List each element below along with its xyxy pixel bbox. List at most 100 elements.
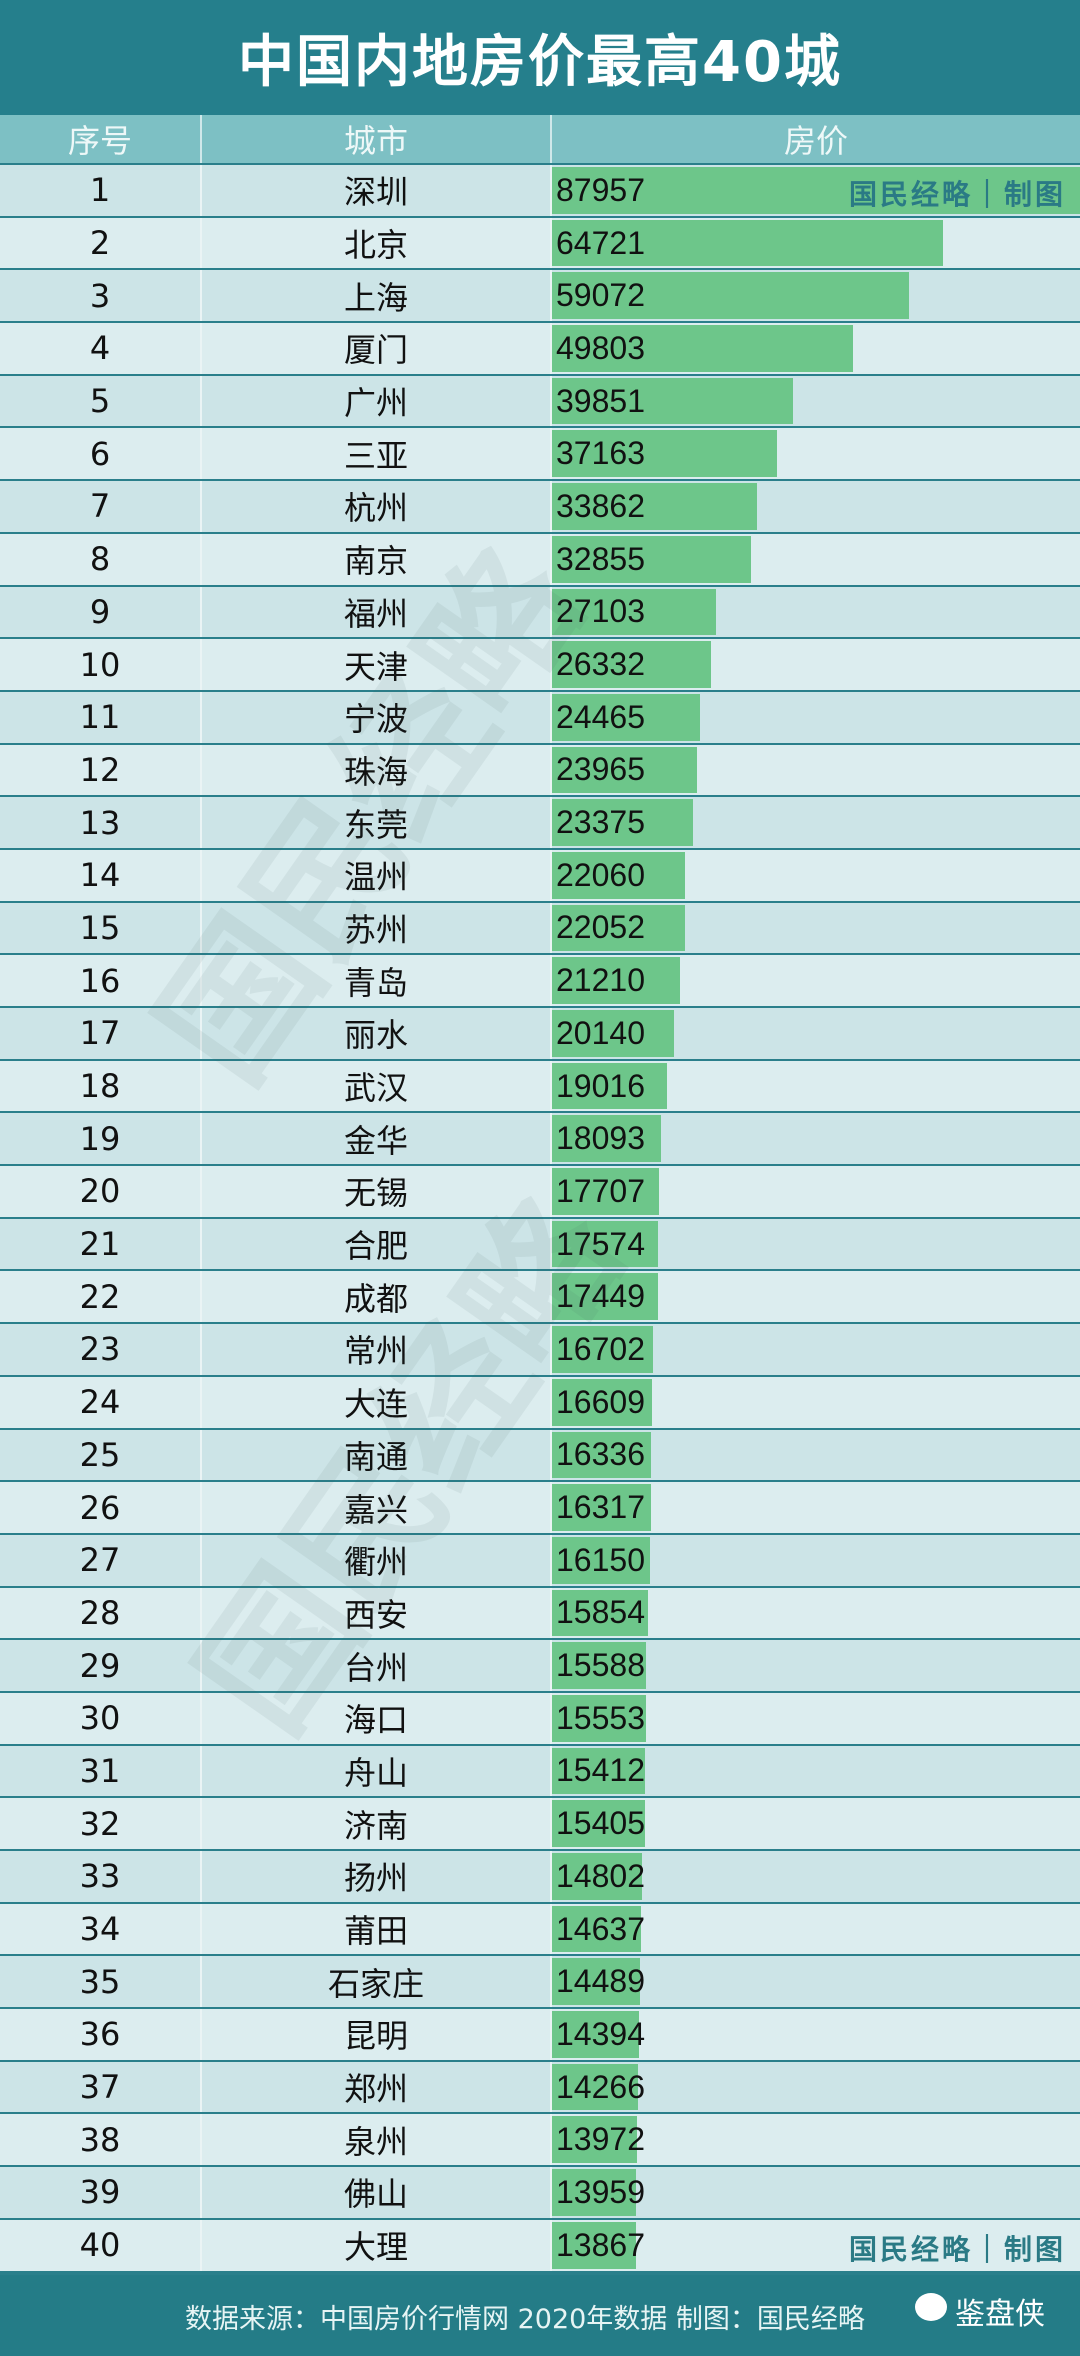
price-cell: 64721 bbox=[552, 218, 1080, 269]
city-name: 合肥 bbox=[202, 1218, 552, 1270]
table-row: 17 丽水 20140 bbox=[0, 1008, 1080, 1059]
price-value: 32855 bbox=[556, 540, 645, 577]
table-row: 36 昆明 14394 bbox=[0, 2009, 1080, 2060]
city-name: 北京 bbox=[202, 217, 552, 269]
table-row: 24 大连 16609 bbox=[0, 1376, 1080, 1428]
rank: 25 bbox=[0, 1429, 202, 1481]
price-cell: 16336 bbox=[552, 1430, 1080, 1481]
table-row: 10 天津 26332 bbox=[0, 639, 1080, 690]
price-cell: 17574 bbox=[552, 1219, 1080, 1270]
rank: 3 bbox=[0, 270, 202, 322]
price-cell: 87957 国民经略｜制图 bbox=[552, 165, 1080, 216]
rank: 6 bbox=[0, 428, 202, 480]
city-name: 广州 bbox=[202, 375, 552, 427]
price-cell: 13867 国民经略｜制图 bbox=[552, 2220, 1080, 2271]
table-row: 7 杭州 33862 bbox=[0, 481, 1080, 532]
table-row: 9 福州 27103 bbox=[0, 586, 1080, 638]
table-row: 25 南通 16336 bbox=[0, 1429, 1080, 1481]
price-cell: 17707 bbox=[552, 1166, 1080, 1217]
price-cell: 37163 bbox=[552, 428, 1080, 479]
price-value: 18093 bbox=[556, 1120, 645, 1157]
price-value: 23965 bbox=[556, 751, 645, 788]
price-bar bbox=[552, 272, 910, 320]
rank: 19 bbox=[0, 1113, 202, 1165]
price-bar bbox=[552, 1168, 660, 1215]
header-rank: 序号 bbox=[0, 115, 202, 163]
price-bar bbox=[552, 325, 854, 372]
price-bar bbox=[552, 1431, 651, 1479]
table-row: 28 西安 15854 bbox=[0, 1587, 1080, 1639]
price-bar bbox=[552, 1853, 642, 1900]
city-name: 嘉兴 bbox=[202, 1482, 552, 1533]
city-name: 海口 bbox=[202, 1692, 552, 1744]
price-bar bbox=[552, 1062, 668, 1110]
price-cell: 13972 bbox=[552, 2114, 1080, 2165]
price-cell: 15412 bbox=[552, 1746, 1080, 1797]
price-bar bbox=[552, 1484, 651, 1531]
city-name: 南京 bbox=[202, 533, 552, 585]
city-name: 西安 bbox=[202, 1587, 552, 1639]
price-cell: 23965 bbox=[552, 745, 1080, 796]
city-name: 东莞 bbox=[202, 797, 552, 848]
footer-source: 数据来源：中国房价行情网 2020年数据 制图：国民经略 bbox=[185, 2304, 865, 2335]
price-value: 17707 bbox=[556, 1172, 645, 1209]
price-value: 37163 bbox=[556, 435, 645, 472]
table-row: 12 珠海 23965 bbox=[0, 744, 1080, 796]
table-row: 3 上海 59072 bbox=[0, 270, 1080, 322]
price-bar bbox=[552, 535, 751, 583]
price-cell: 59072 bbox=[552, 270, 1080, 321]
rank: 28 bbox=[0, 1587, 202, 1639]
price-bar bbox=[552, 1220, 659, 1268]
price-bar bbox=[552, 1905, 641, 1953]
price-cell: 17449 bbox=[552, 1271, 1080, 1322]
header-city: 城市 bbox=[202, 115, 552, 163]
table-row: 6 三亚 37163 bbox=[0, 428, 1080, 480]
price-cell: 49803 bbox=[552, 323, 1080, 374]
price-bar bbox=[552, 1642, 647, 1689]
price-bar bbox=[552, 957, 681, 1004]
table-row: 4 厦门 49803 bbox=[0, 323, 1080, 374]
city-name: 大连 bbox=[202, 1376, 552, 1428]
price-bar bbox=[552, 746, 697, 794]
price-value: 16317 bbox=[556, 1489, 645, 1526]
price-value: 16150 bbox=[556, 1541, 645, 1578]
price-bar bbox=[552, 904, 686, 952]
rank: 1 bbox=[0, 165, 202, 216]
price-value: 49803 bbox=[556, 329, 645, 366]
rank: 5 bbox=[0, 375, 202, 427]
rank: 15 bbox=[0, 902, 202, 954]
price-bar bbox=[552, 2169, 637, 2216]
city-name: 温州 bbox=[202, 849, 552, 901]
price-value: 64721 bbox=[556, 224, 645, 261]
table-row: 26 嘉兴 16317 bbox=[0, 1482, 1080, 1533]
price-bar bbox=[552, 2063, 639, 2111]
price-value: 22052 bbox=[556, 909, 645, 946]
table-row: 40 大理 13867 国民经略｜制图 bbox=[0, 2219, 1080, 2271]
table-row: 18 武汉 19016 bbox=[0, 1060, 1080, 1112]
price-value: 13867 bbox=[556, 2226, 645, 2263]
rank: 24 bbox=[0, 1376, 202, 1428]
price-value: 39851 bbox=[556, 382, 645, 419]
price-cell: 14637 bbox=[552, 1904, 1080, 1955]
city-name: 珠海 bbox=[202, 744, 552, 796]
price-value: 14637 bbox=[556, 1910, 645, 1947]
city-name: 成都 bbox=[202, 1271, 552, 1323]
footer-brand: 鉴盘侠 bbox=[955, 2297, 1045, 2332]
rank: 34 bbox=[0, 1903, 202, 1955]
price-value: 14489 bbox=[556, 1963, 645, 2000]
table-row: 20 无锡 17707 bbox=[0, 1166, 1080, 1217]
price-value: 13972 bbox=[556, 2121, 645, 2158]
rank: 16 bbox=[0, 955, 202, 1006]
table-row: 1 深圳 87957 国民经略｜制图 bbox=[0, 165, 1080, 216]
rank: 8 bbox=[0, 533, 202, 585]
price-value: 14802 bbox=[556, 1857, 645, 1894]
rank: 37 bbox=[0, 2061, 202, 2113]
city-name: 苏州 bbox=[202, 902, 552, 954]
city-name: 宁波 bbox=[202, 691, 552, 743]
price-value: 14266 bbox=[556, 2068, 645, 2105]
rank: 40 bbox=[0, 2219, 202, 2271]
table-row: 22 成都 17449 bbox=[0, 1271, 1080, 1323]
price-value: 17574 bbox=[556, 1225, 645, 1262]
price-value: 16609 bbox=[556, 1383, 645, 1420]
table-row: 35 石家庄 14489 bbox=[0, 1956, 1080, 2008]
